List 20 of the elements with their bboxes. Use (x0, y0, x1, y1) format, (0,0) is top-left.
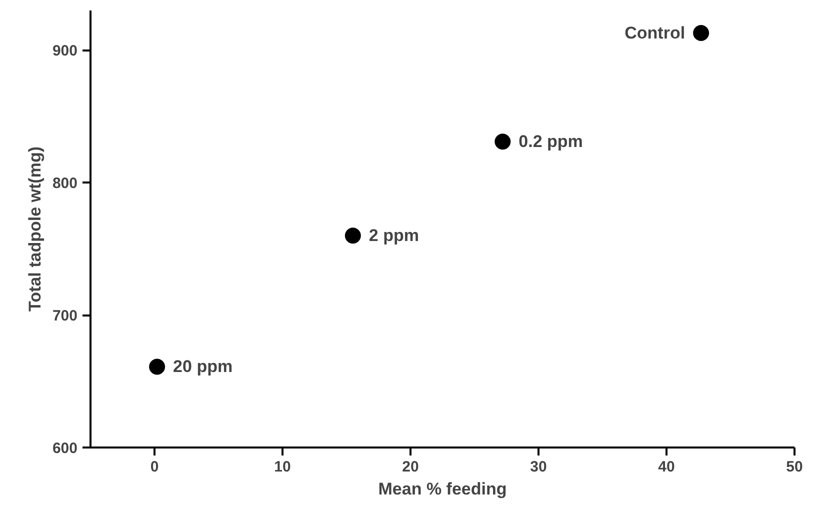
y-tick-label: 600 (52, 440, 78, 457)
x-tick-label: 0 (150, 458, 159, 476)
x-tick-label: 30 (530, 458, 547, 476)
annotation: 20 ppm (173, 357, 233, 376)
annotation: 0.2 ppm (518, 132, 583, 152)
point (494, 134, 511, 150)
x-tick-label: 40 (658, 458, 675, 476)
y-axis-title: Total tadpole wt(mg) (25, 146, 44, 312)
point (149, 358, 166, 375)
x-tick-label: 10 (274, 458, 291, 476)
annotation: 2 ppm (368, 226, 419, 246)
point (344, 228, 361, 244)
point (693, 25, 710, 41)
x-tick-label: 50 (786, 458, 803, 476)
annotation: Control (624, 24, 686, 43)
x-axis-title: Mean % feeding (378, 480, 507, 498)
y-tick-label: 700 (52, 308, 78, 325)
y-tick-label: 900 (52, 42, 78, 60)
x-tick-label: 20 (402, 458, 419, 476)
y-tick-label: 800 (52, 175, 78, 192)
